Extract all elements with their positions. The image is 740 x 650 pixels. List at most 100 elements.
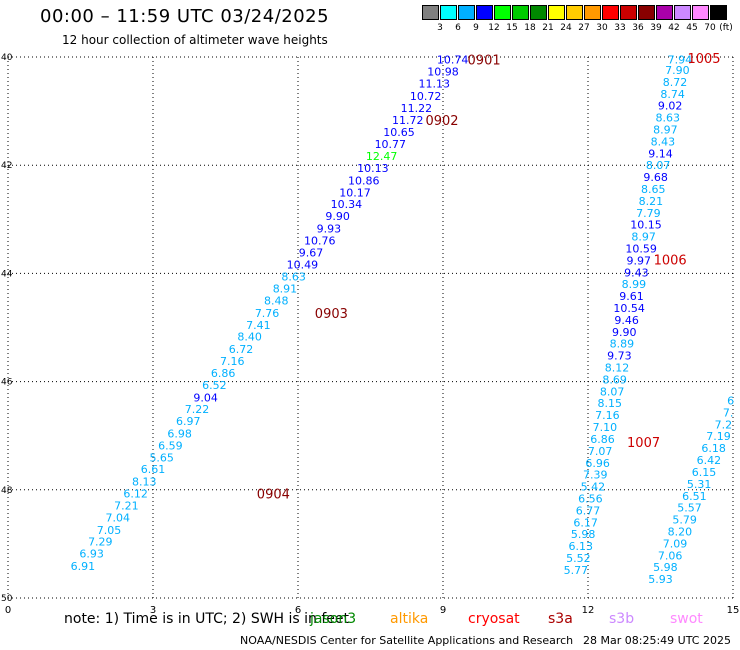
- color-scale-tick-label: 70: [704, 23, 716, 33]
- wave-height-value: 6.42: [697, 454, 722, 467]
- wave-height-value: 5.77: [564, 564, 589, 577]
- wave-height-value: 11.72: [392, 114, 424, 127]
- wave-height-value: 10.72: [410, 90, 442, 103]
- color-scale-tick-label: 6: [455, 23, 461, 33]
- color-scale-tick-label: 9: [473, 23, 479, 33]
- wave-height-value: 5.93: [648, 573, 673, 586]
- wave-height-value: 8.91: [273, 283, 298, 296]
- wave-height-value: 7.05: [97, 524, 122, 537]
- x-axis-label: 6: [295, 605, 301, 616]
- color-swatch: [602, 5, 619, 20]
- latitude-label: 42: [1, 161, 12, 171]
- map-grid: [7, 56, 734, 599]
- wave-height-value: 7.19: [706, 430, 731, 443]
- wave-height-value: 9.90: [325, 210, 350, 223]
- mission-legend-item: s3b: [609, 611, 635, 627]
- color-scale-tick-label: 18: [524, 23, 536, 33]
- color-swatch: [692, 5, 709, 20]
- pass-labels: 0901 0902 0903 0904 1005 1006 1007: [257, 52, 721, 503]
- wave-height-value: 10.59: [625, 243, 657, 256]
- wave-height-value: 9.02: [658, 100, 683, 113]
- wave-height-value: 9.68: [643, 171, 668, 184]
- wave-height-value: 8.21: [639, 195, 664, 208]
- wave-height-value: 9.73: [607, 350, 632, 363]
- wave-height-value: 8.63: [281, 271, 306, 284]
- mission-legend-item: altika: [390, 611, 429, 627]
- color-scale-tick-label: 15: [506, 23, 518, 33]
- color-swatch: [620, 5, 637, 20]
- wave-height-value: 10.77: [375, 138, 407, 151]
- wave-height-value: 11.13: [419, 78, 451, 91]
- wave-height-value: 10.15: [630, 219, 662, 232]
- color-swatch: [422, 5, 439, 20]
- wave-height-value: 10.13: [357, 162, 389, 175]
- wave-height-value: 7.90: [665, 64, 690, 77]
- wave-height-value: 5.79: [672, 514, 697, 527]
- latitude-label: 46: [1, 378, 13, 388]
- wave-height-value: 9.43: [624, 266, 649, 279]
- x-axis-label: 15: [727, 605, 740, 616]
- wave-height-value: 10.86: [348, 174, 380, 187]
- wave-height-value: 7.06: [658, 549, 683, 562]
- wave-height-value: 5.31: [687, 478, 712, 491]
- wave-height-value: 6.15: [692, 466, 717, 479]
- wave-height-value: 6.97: [176, 415, 201, 428]
- color-scale-tick-label: 33: [614, 23, 626, 33]
- wave-height-value: 7.22: [185, 403, 210, 416]
- wave-height-value: 8.97: [631, 231, 656, 244]
- wave-height-value: 5.98: [653, 561, 678, 574]
- color-swatch: [530, 5, 547, 20]
- wave-height-value: 8.20: [668, 525, 693, 538]
- wave-height-value: 8.99: [622, 278, 647, 291]
- wave-height-value: 8.07: [646, 159, 671, 172]
- wave-height-value: 5.52: [566, 552, 591, 565]
- wave-height-value: 9.90: [612, 326, 637, 339]
- color-swatch: [458, 5, 475, 20]
- latitude-label: 40: [1, 53, 13, 63]
- wave-height-value: 6.17: [573, 516, 598, 529]
- mission-legend-item: jason3: [310, 611, 357, 627]
- color-scale-tick-label: 45: [686, 23, 698, 33]
- wave-height-value: 7.16: [220, 355, 245, 368]
- wave-height-value: 7.29: [88, 536, 113, 549]
- generated-timestamp: 28 Mar 08:25:49 UTC 2025: [583, 634, 731, 647]
- color-swatch: [476, 5, 493, 20]
- color-scale-tick-label: 39: [650, 23, 662, 33]
- wave-height-value: 9.04: [193, 391, 218, 404]
- latitude-label: 50: [1, 594, 13, 604]
- wave-height-value: 6: [727, 395, 734, 408]
- wave-height-value: 10.74: [437, 54, 469, 67]
- wave-height-value: 8.48: [264, 294, 289, 307]
- color-swatch: [584, 5, 601, 20]
- wave-height-value: 10.34: [331, 198, 363, 211]
- pass-label: 0904: [257, 488, 290, 503]
- wave-height-value: 7.: [723, 406, 734, 419]
- wave-height-value: 7.09: [663, 537, 688, 550]
- pass-label: 0903: [315, 307, 348, 322]
- x-axis-label: 12: [582, 605, 595, 616]
- wave-height-value: 8.07: [600, 385, 625, 398]
- wave-height-value: 8.74: [660, 88, 685, 101]
- wave-height-value: 6.12: [123, 488, 148, 501]
- wave-height-value: 9.67: [299, 246, 324, 259]
- wave-height-value: 8.97: [653, 123, 678, 136]
- wave-height-value: 5.42: [581, 481, 606, 494]
- wave-height-value: 8.15: [598, 397, 623, 410]
- color-swatch: [638, 5, 655, 20]
- x-axis-label: 9: [440, 605, 446, 616]
- wave-height-value: 9.46: [614, 314, 639, 327]
- wave-height-value: 6.18: [701, 442, 726, 455]
- color-scale-tick-label: 12: [488, 23, 500, 33]
- wave-height-value: 7.39: [583, 469, 608, 482]
- page-subtitle: 12 hour collection of altimeter wave hei…: [62, 33, 328, 47]
- wave-height-value: 10.17: [339, 186, 371, 199]
- color-swatch: [512, 5, 529, 20]
- wave-height-value: 6.77: [576, 504, 601, 517]
- wave-height-value: 7.21: [114, 499, 139, 512]
- mission-legend-item: cryosat: [468, 611, 520, 627]
- wave-height-value: 5.98: [571, 528, 596, 541]
- wave-height-value: 6.98: [167, 428, 192, 441]
- wave-height-values: 10.7410.9811.1310.7211.2211.7210.6510.77…: [71, 54, 734, 586]
- page-title: 00:00 – 11:59 UTC 03/24/2025: [40, 6, 330, 27]
